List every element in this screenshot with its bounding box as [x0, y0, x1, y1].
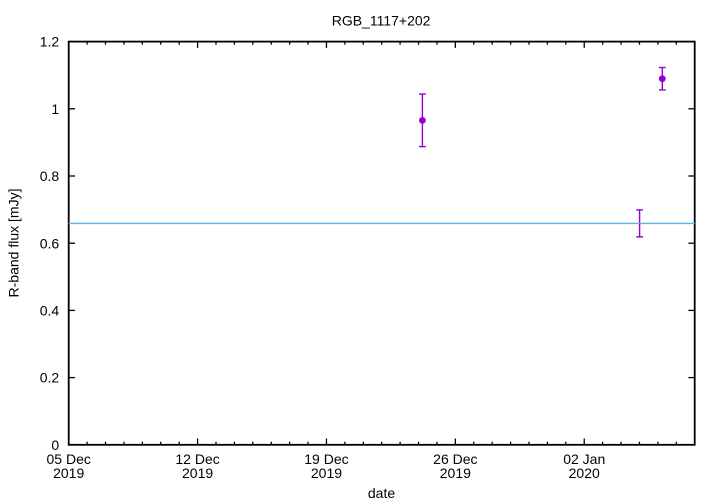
svg-text:date: date [368, 485, 395, 501]
svg-text:2019: 2019 [311, 465, 342, 481]
svg-text:2019: 2019 [53, 465, 84, 481]
svg-text:26 Dec: 26 Dec [433, 451, 477, 467]
svg-text:0.6: 0.6 [40, 235, 60, 251]
svg-text:0.2: 0.2 [40, 370, 60, 386]
svg-text:19 Dec: 19 Dec [304, 451, 348, 467]
svg-text:0.4: 0.4 [40, 303, 60, 319]
svg-text:1.2: 1.2 [40, 34, 60, 50]
svg-text:05 Dec: 05 Dec [47, 451, 91, 467]
svg-text:02 Jan: 02 Jan [563, 451, 605, 467]
svg-text:0.8: 0.8 [40, 168, 60, 184]
svg-text:1: 1 [51, 101, 59, 117]
svg-text:2020: 2020 [569, 465, 600, 481]
svg-text:12 Dec: 12 Dec [175, 451, 219, 467]
svg-text:2019: 2019 [182, 465, 213, 481]
svg-text:0: 0 [51, 437, 59, 453]
svg-text:2019: 2019 [440, 465, 471, 481]
svg-text:RGB_1117+202: RGB_1117+202 [332, 13, 431, 29]
svg-text:R-band flux [mJy]: R-band flux [mJy] [6, 189, 22, 298]
